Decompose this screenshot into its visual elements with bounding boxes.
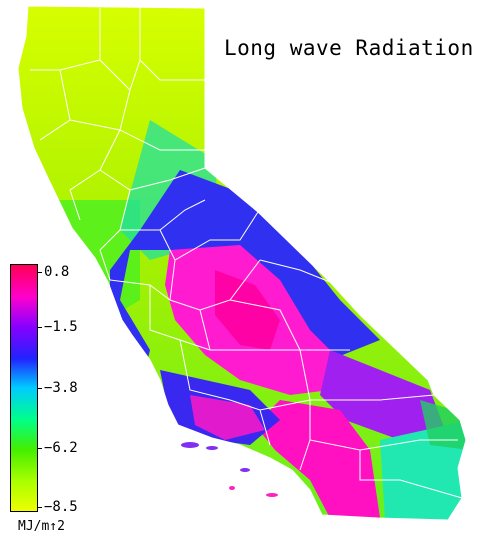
colorbar <box>10 264 38 512</box>
legend-tick-max: 0.8 <box>36 264 70 280</box>
legend-tick-2: −1.5 <box>37 319 78 335</box>
legend-unit: MJ/m↑2 <box>18 519 65 534</box>
legend-tick-4: −6.2 <box>37 440 78 456</box>
channel-islands <box>181 442 278 497</box>
map-title: Long wave Radiation <box>224 36 474 60</box>
state-outline <box>17 5 467 521</box>
legend-tick-3: −3.8 <box>37 380 78 396</box>
legend-tick-min: −8.5 <box>37 499 78 515</box>
county-boundaries <box>30 8 463 499</box>
